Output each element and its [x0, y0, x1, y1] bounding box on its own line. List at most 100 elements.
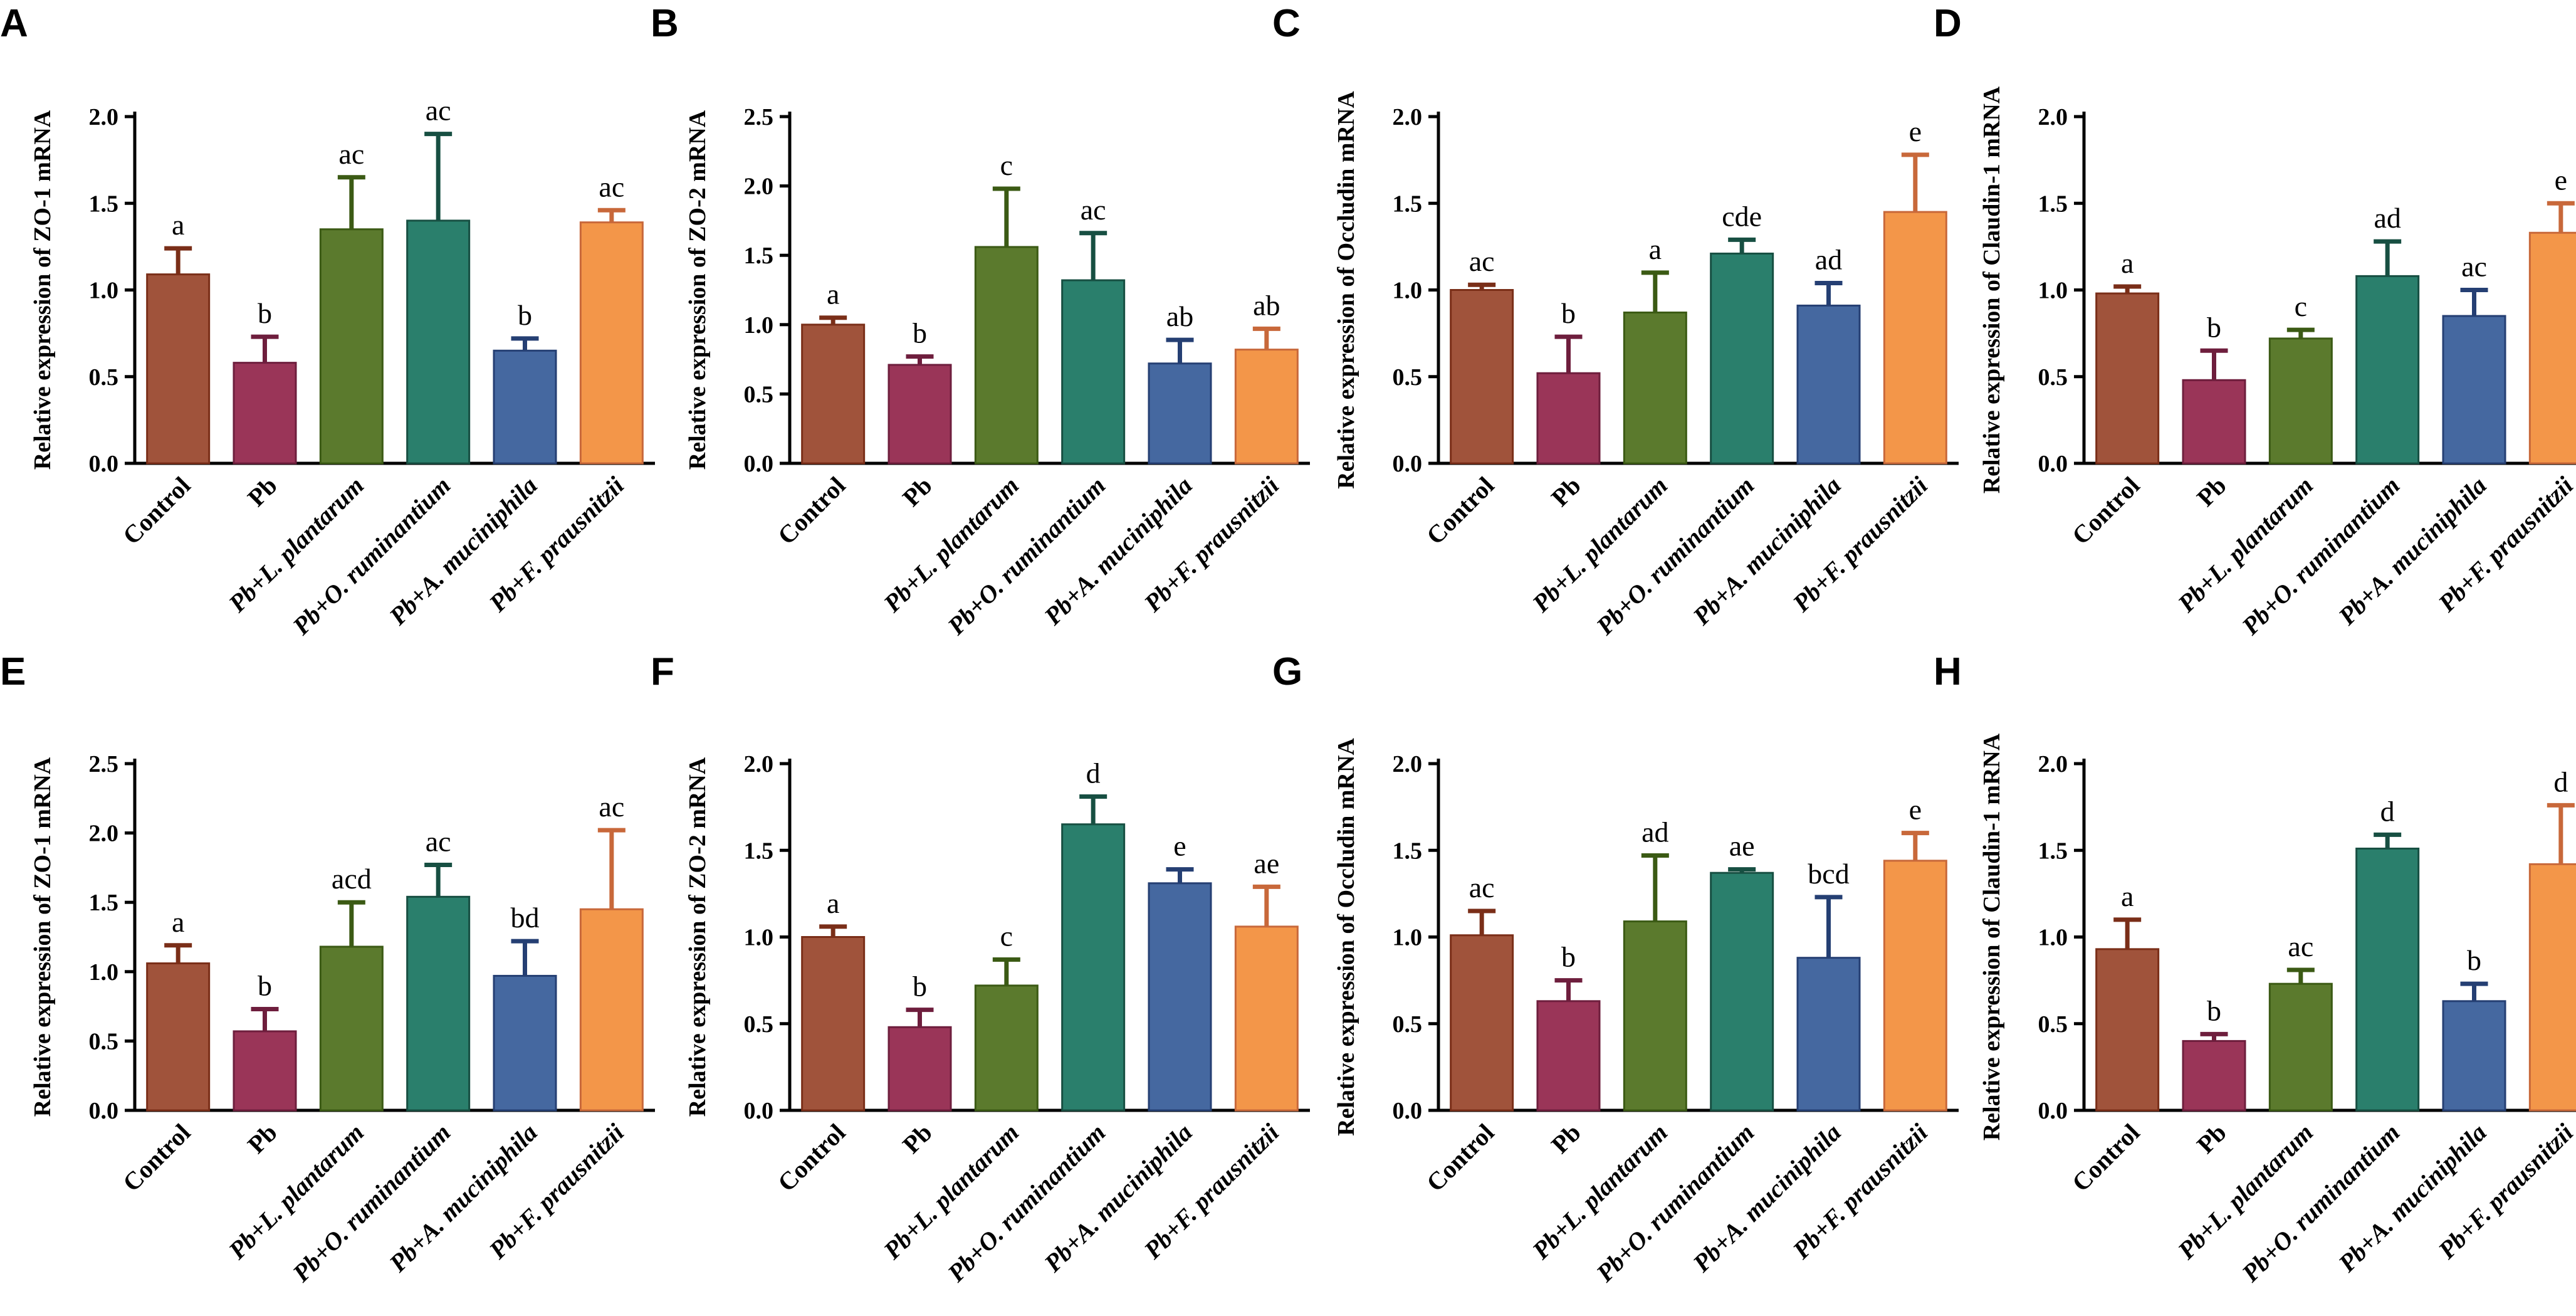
panel-h-bar [2095, 948, 2160, 1112]
panel-a-category-label: Pb+O. ruminantium [286, 471, 456, 641]
panel-h-significance-label: d [2380, 795, 2395, 827]
panel-a-bar [319, 228, 384, 465]
panel-f-significance-label: e [1173, 830, 1186, 862]
panel-a-bar [493, 349, 557, 465]
panel-e-y-tick-label: 2.5 [89, 751, 119, 777]
panel-a-category-label: Pb+A. muciniphila [383, 471, 543, 631]
panel-e-y-tick-label: 0.5 [89, 1028, 119, 1055]
panel-f-y-tick-label: 1.0 [744, 925, 774, 951]
panel-f-y-tick-label: 0.5 [744, 1011, 774, 1038]
panel-h-significance-label: ac [2288, 930, 2313, 962]
panel-c-bar [1623, 311, 1687, 465]
panel-g-significance-label: ac [1469, 871, 1495, 903]
panel-a-significance-label: ac [599, 171, 624, 203]
panel-g-significance-label: b [1561, 941, 1576, 973]
panel-e-bar [493, 974, 557, 1112]
panel-a-category-label: Control [117, 471, 196, 550]
panel-f-category-label: Control [772, 1119, 851, 1198]
panel-g-bar [1710, 871, 1774, 1112]
panel-f-bar [1148, 882, 1212, 1112]
panel-d-y-axis-label: Relative expression of Claudin-1 mRNA [1979, 86, 2005, 493]
panel-b-bar [1148, 362, 1212, 465]
panel-h-bar [2182, 1040, 2246, 1112]
panel-h-significance-label: b [2467, 944, 2481, 976]
panel-b-bar [974, 246, 1039, 465]
panel-b-bar [801, 324, 866, 465]
panel-h-y-tick-label: 0.0 [2038, 1098, 2068, 1124]
panel-c-significance-label: b [1561, 297, 1576, 329]
panel-c-category-label: Control [1421, 471, 1500, 550]
panel-d-category-label: Pb [2191, 471, 2232, 512]
panel-f-bar [887, 1026, 952, 1112]
panel-h-bar [2442, 1000, 2506, 1112]
panel-c-y-tick-label: 2.0 [1393, 104, 1423, 130]
panel-c-category-label: Pb+O. ruminantium [1590, 471, 1759, 641]
panel-h-bar [2528, 863, 2576, 1112]
panel-d-bar [2182, 379, 2246, 465]
panel-e-significance-label: bd [511, 902, 540, 934]
panel-e-bar [579, 908, 644, 1112]
panel-g-category-label: Pb [1546, 1119, 1586, 1159]
panel-c-category-label: Pb+A. muciniphila [1687, 471, 1846, 631]
panel-h-category-label: Pb [2191, 1119, 2232, 1159]
panel-g-y-axis-label: Relative expression of Occludin mRNA [1333, 738, 1359, 1136]
panel-b-y-tick-label: 1.0 [744, 312, 774, 339]
panel-c-y-tick-label: 0.5 [1393, 364, 1423, 391]
panel-e-y-axis-label: Relative expression of ZO-1 mRNA [29, 757, 56, 1117]
panel-f-bar [1234, 925, 1299, 1112]
panel-c-bar [1883, 211, 1947, 465]
panel-c-bar [1710, 252, 1774, 465]
panel-h-y-tick-label: 2.0 [2038, 751, 2068, 777]
panel-e-letter: E [0, 650, 26, 693]
panel-d-bar [2528, 231, 2576, 465]
panel-h-category-label: Control [2066, 1119, 2145, 1198]
panel-c-significance-label: ac [1469, 245, 1495, 277]
panel-e-bar [406, 895, 471, 1112]
panel-c-significance-label: e [1909, 115, 1922, 147]
panel-e-significance-label: b [258, 970, 272, 1002]
panel-b-y-tick-label: 0.5 [744, 381, 774, 408]
panel-f-category-label: Pb [897, 1119, 938, 1159]
panel-g-significance-label: ae [1729, 830, 1755, 862]
panel-d-significance-label: b [2207, 311, 2221, 343]
panel-a-bar [579, 221, 644, 465]
panel-d-significance-label: e [2555, 164, 2567, 196]
panel-f-significance-label: a [827, 887, 839, 919]
panel-a-bar [233, 362, 297, 465]
panel-e-y-tick-label: 1.5 [89, 890, 119, 916]
panel-g-category-label: Pb+A. muciniphila [1687, 1119, 1846, 1278]
panel-a-bar [406, 219, 471, 465]
panel-h-letter: H [1934, 650, 1962, 693]
panel-b-significance-label: b [913, 317, 927, 349]
panel-e-bar [319, 945, 384, 1112]
panel-g-category-label: Control [1421, 1119, 1500, 1198]
panel-f-bar [1061, 823, 1126, 1112]
panel-a-y-tick-label: 2.0 [89, 104, 119, 130]
panel-f-bar [974, 984, 1039, 1112]
panel-d-category-label: Pb+O. ruminantium [2236, 471, 2405, 641]
panel-b-category-label: Control [772, 471, 851, 550]
panel-e-significance-label: a [172, 906, 184, 938]
panel-e-category-label: Pb [242, 1119, 283, 1159]
panel-b-significance-label: ab [1166, 300, 1193, 332]
panel-d-bar [2268, 337, 2333, 465]
panel-c-y-axis-label: Relative expression of Occludin mRNA [1333, 91, 1359, 489]
panel-b-category-label: Pb+O. ruminantium [941, 471, 1111, 641]
panel-g-y-tick-label: 1.5 [1393, 838, 1423, 864]
panel-d-bar [2095, 292, 2160, 465]
panel-e-bar [146, 962, 211, 1112]
panel-a-y-axis-label: Relative expression of ZO-1 mRNA [29, 110, 56, 470]
panel-b-significance-label: ac [1081, 194, 1106, 226]
panel-d-y-tick-label: 1.5 [2038, 191, 2068, 217]
panel-c-letter: C [1272, 2, 1301, 45]
panel-g-bar [1883, 860, 1947, 1112]
panel-d-bar [2442, 315, 2506, 465]
panel-g-category-label: Pb+O. ruminantium [1590, 1119, 1759, 1288]
panel-e-bar [233, 1030, 297, 1112]
panel-a-y-tick-label: 1.5 [89, 191, 119, 217]
panel-c-y-tick-label: 1.0 [1393, 278, 1423, 304]
panel-h-y-tick-label: 0.5 [2038, 1011, 2068, 1038]
panel-g-bar [1623, 920, 1687, 1112]
panel-a-significance-label: ac [338, 138, 364, 170]
panel-a-y-tick-label: 0.5 [89, 364, 119, 391]
